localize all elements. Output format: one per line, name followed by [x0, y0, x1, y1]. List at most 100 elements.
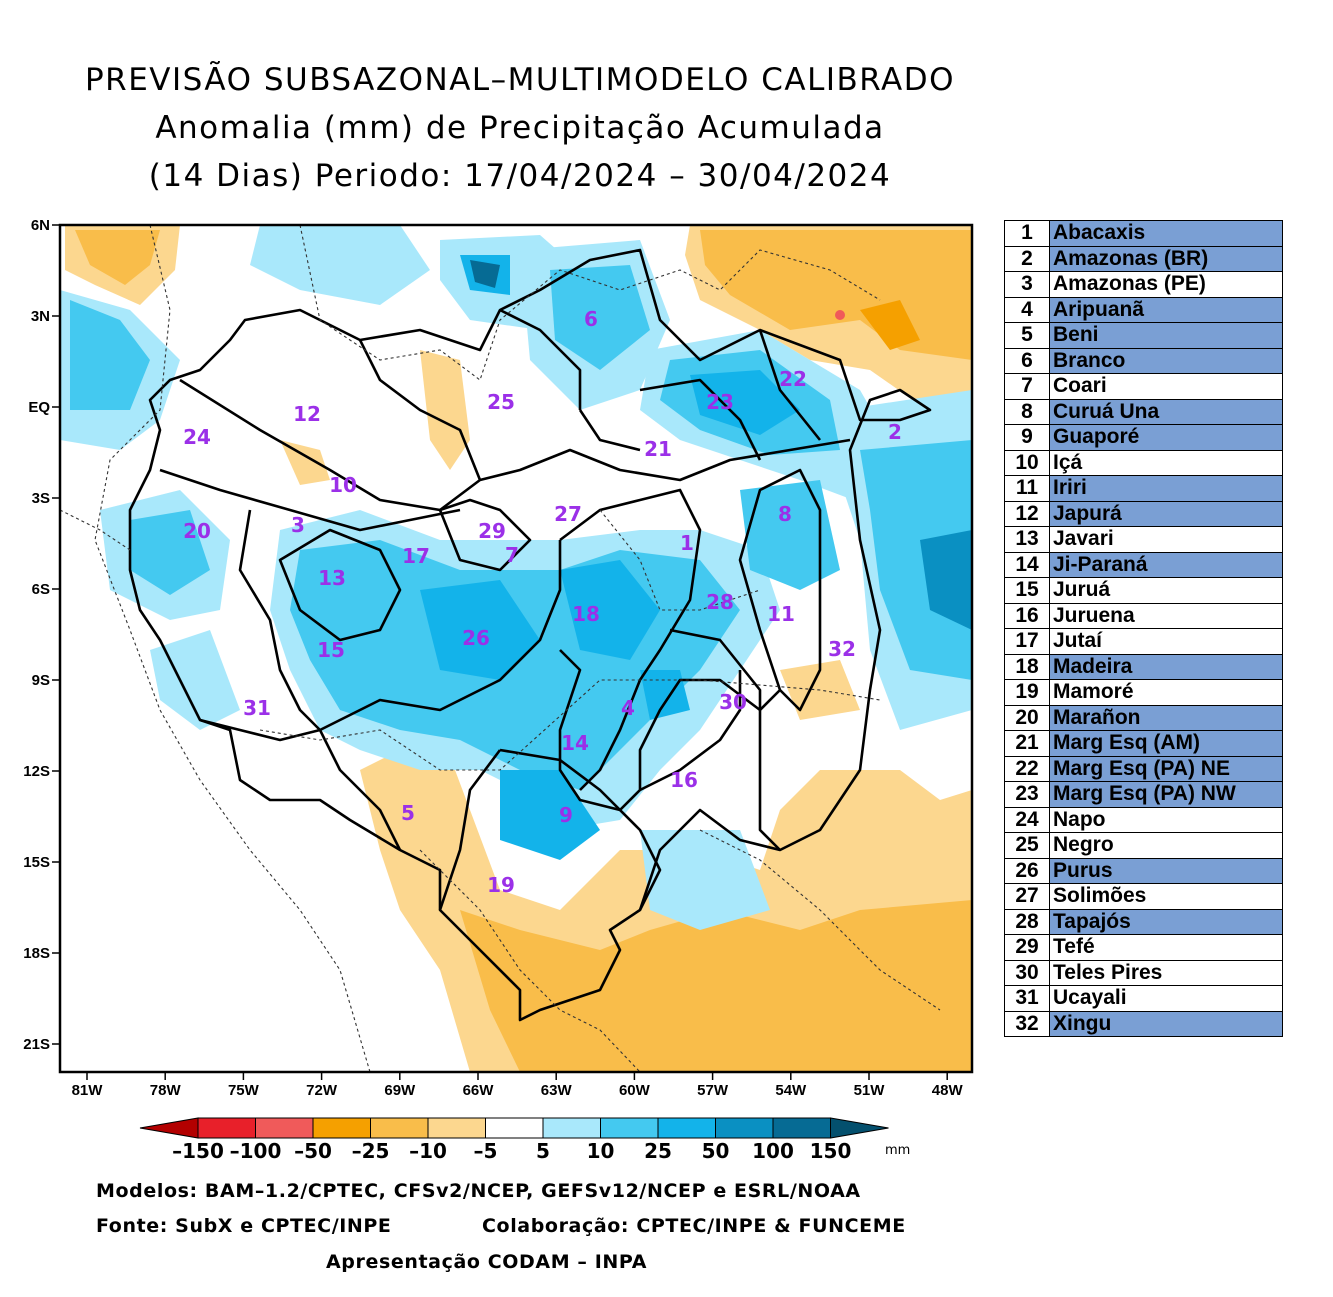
legend-row: 29 Tefé [1004, 934, 1283, 961]
legend-row-name: Ji-Paraná [1049, 551, 1283, 578]
legend-row-number: 11 [1004, 475, 1050, 502]
basin-label-22: 22 [779, 367, 807, 391]
basin-label-28: 28 [706, 590, 734, 614]
legend-row: 31 Ucayali [1004, 985, 1283, 1012]
legend-row-name: Javari [1049, 526, 1283, 553]
legend-row-name: Curuá Una [1049, 398, 1283, 425]
lat-label: 3S [32, 490, 50, 507]
legend-row-number: 23 [1004, 781, 1050, 808]
colorbar-tick-label: 10 [587, 1139, 615, 1163]
legend-row-number: 26 [1004, 857, 1050, 884]
footer-presentation: Apresentação CODAM – INPA [326, 1251, 648, 1273]
legend-row-number: 32 [1004, 1010, 1050, 1037]
basin-label-11: 11 [767, 602, 795, 626]
legend-row: 27 Solimões [1004, 883, 1283, 910]
lat-label: 15S [23, 854, 50, 871]
legend-row-name: Abacaxis [1049, 220, 1283, 247]
legend-row-number: 2 [1004, 245, 1050, 272]
colorbar-cell [255, 1117, 314, 1139]
lat-label: 6N [31, 217, 50, 234]
legend-row: 1 Abacaxis [1004, 220, 1283, 247]
legend-row-number: 16 [1004, 602, 1050, 629]
legend-row: 24 Napo [1004, 806, 1283, 833]
legend-row: 21 Marg Esq (AM) [1004, 730, 1283, 757]
basin-label-32: 32 [828, 637, 856, 661]
lat-label: EQ [28, 399, 50, 416]
legend-row: 18 Madeira [1004, 653, 1283, 680]
basin-label-31: 31 [243, 696, 271, 720]
legend-row-name: Japurá [1049, 500, 1283, 527]
legend-row-number: 3 [1004, 271, 1050, 298]
legend-row-name: Marg Esq (PA) NW [1049, 781, 1283, 808]
legend-row-name: Madeira [1049, 653, 1283, 680]
legend-row: 32 Xingu [1004, 1010, 1283, 1037]
basin-label-1: 1 [680, 531, 694, 555]
legend-row: 11 Iriri [1004, 475, 1283, 502]
lon-label: 57W [697, 1082, 729, 1099]
legend-row: 22 Marg Esq (PA) NE [1004, 755, 1283, 782]
legend-row: 4 Aripuanã [1004, 296, 1283, 323]
colorbar-cell [427, 1117, 486, 1139]
lat-label: 6S [32, 581, 50, 598]
basin-label-13: 13 [318, 566, 346, 590]
lat-label: 18S [23, 945, 50, 962]
legend-row-number: 18 [1004, 653, 1050, 680]
legend-row-name: Amazonas (PE) [1049, 271, 1283, 298]
colorbar-tick-label: –25 [352, 1139, 390, 1163]
lon-label: 51W [854, 1082, 886, 1099]
legend-row-name: Amazonas (BR) [1049, 245, 1283, 272]
lon-label: 69W [384, 1082, 416, 1099]
legend-row-number: 29 [1004, 934, 1050, 961]
legend-row-number: 4 [1004, 296, 1050, 323]
legend-row: 26 Purus [1004, 857, 1283, 884]
legend-row-number: 20 [1004, 704, 1050, 731]
legend-row-number: 12 [1004, 500, 1050, 527]
legend-row-name: Içá [1049, 449, 1283, 476]
basin-label-29: 29 [478, 519, 506, 543]
basin-legend-table: 1 Abacaxis 2 Amazonas (BR) 3 Amazonas (PE) 4 Ar… [1004, 220, 1283, 1037]
legend-row-name: Aripuanã [1049, 296, 1283, 323]
lon-label: 78W [150, 1082, 182, 1099]
title-line-2: Anomalia (mm) de Precipitação Acumulada [155, 110, 885, 146]
colorbar-cell [772, 1117, 831, 1139]
footer-models: Modelos: BAM–1.2/CPTEC, CFSv2/NCEP, GEFS… [96, 1180, 861, 1202]
legend-row-name: Ucayali [1049, 985, 1283, 1012]
basin-label-24: 24 [183, 425, 211, 449]
colorbar-cell [542, 1117, 601, 1139]
legend-row: 20 Marañon [1004, 704, 1283, 731]
colorbar-cell [657, 1117, 716, 1139]
colorbar-cell [197, 1117, 256, 1139]
basin-outlines [128, 248, 932, 1022]
basin-label-6: 6 [584, 307, 598, 331]
legend-row-number: 25 [1004, 832, 1050, 859]
basin-label-10: 10 [329, 473, 357, 497]
legend-row: 9 Guaporé [1004, 424, 1283, 451]
legend-row: 28 Tapajós [1004, 908, 1283, 935]
longitude-axis: 81W 78W 75W 72W 69W 66W 63W 60W 57W 54W 51W 48W [72, 1072, 963, 1099]
precipitation-anomaly-map: 6N 3N EQ 3S 6S 9S 12S 15S 18S 21S 81W 78W 75W 72W 69W… [23, 217, 974, 1099]
footer-source: Fonte: SubX e CPTEC/INPE [96, 1215, 392, 1237]
legend-row-number: 30 [1004, 959, 1050, 986]
legend-row-number: 14 [1004, 551, 1050, 578]
colorbar-tick-label: –5 [474, 1139, 498, 1163]
basin-label-8: 8 [778, 502, 792, 526]
colorbar-cell [715, 1117, 774, 1139]
legend-row-name: Purus [1049, 857, 1283, 884]
legend-row: 13 Javari [1004, 526, 1283, 553]
legend-row: 14 Ji-Paraná [1004, 551, 1283, 578]
legend-row-name: Tefé [1049, 934, 1283, 961]
legend-row: 3 Amazonas (PE) [1004, 271, 1283, 298]
lat-label: 12S [23, 763, 50, 780]
legend-row-name: Tapajós [1049, 908, 1283, 935]
footer-collaboration: Colaboração: CPTEC/INPE & FUNCEME [482, 1215, 906, 1237]
legend-row: 7 Coari [1004, 373, 1283, 400]
title-line-1: PREVISÃO SUBSAZONAL–MULTIMODELO CALIBRAD… [84, 62, 956, 98]
legend-row: 8 Curuá Una [1004, 398, 1283, 425]
legend-row-name: Branco [1049, 347, 1283, 374]
basin-label-9: 9 [559, 803, 573, 827]
legend-row-number: 13 [1004, 526, 1050, 553]
legend-row: 25 Negro [1004, 832, 1283, 859]
basin-label-27: 27 [554, 502, 582, 526]
country-borders [60, 225, 941, 1072]
colorbar-tick-label: –10 [409, 1139, 447, 1163]
